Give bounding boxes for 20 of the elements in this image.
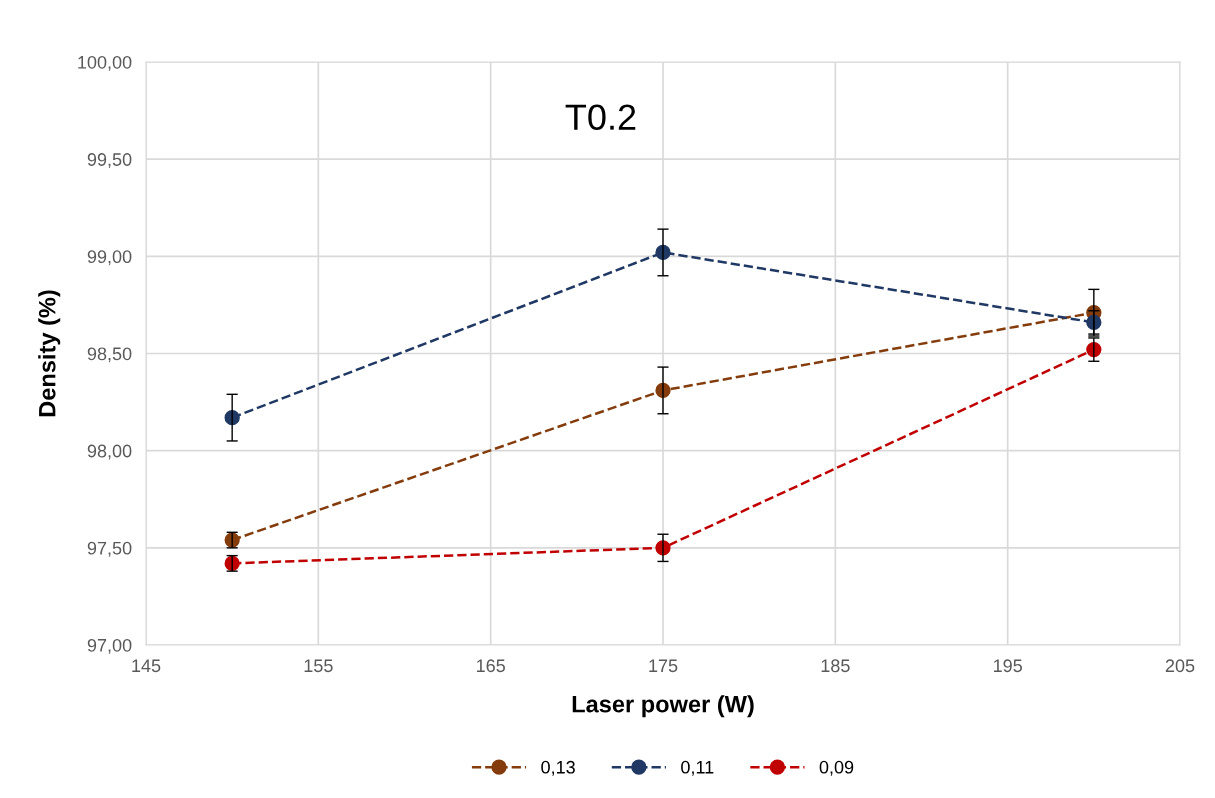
y-tick-label: 97,00 <box>87 638 132 654</box>
x-tick-label: 175 <box>649 659 678 673</box>
x-tick-label: 145 <box>132 659 161 673</box>
x-tick-label: 155 <box>304 659 333 673</box>
x-tick-label: 165 <box>476 659 505 673</box>
y-tick-label: 100,00 <box>78 55 132 71</box>
y-tick-label: 97,50 <box>87 541 132 557</box>
x-axis-title: Laser power (W) <box>572 695 754 718</box>
y-axis-title: Density (%) <box>38 290 61 417</box>
text: T0.2 <box>565 104 636 130</box>
y-tick-label: 98,00 <box>87 444 132 460</box>
x-tick-label: 205 <box>1165 659 1195 673</box>
legend-label: 0,13 <box>541 760 575 776</box>
legend-label: 0,09 <box>819 760 854 776</box>
y-tick-label: 99,50 <box>87 153 132 169</box>
legend-label: 0,11 <box>681 760 714 776</box>
x-tick-label: 185 <box>821 659 850 673</box>
y-tick-label: 99,00 <box>87 250 132 266</box>
y-tick-label: 98,50 <box>87 347 132 363</box>
x-tick-label: 195 <box>993 659 1022 673</box>
